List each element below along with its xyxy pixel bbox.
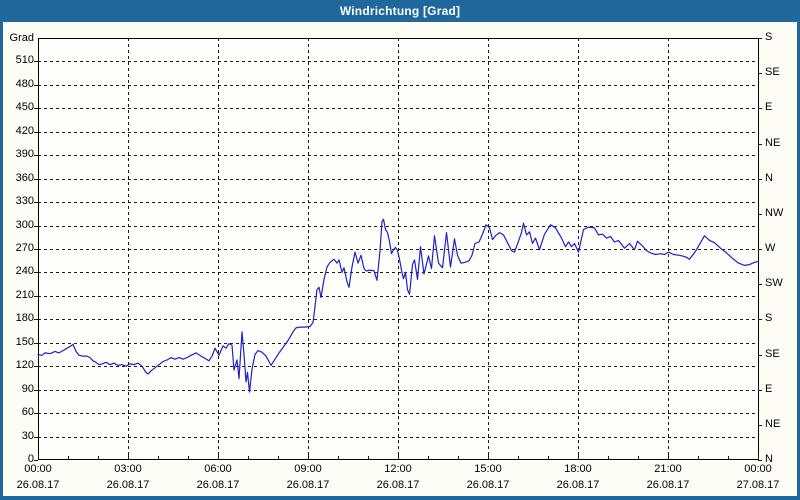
y-left-tick-label: 150 <box>15 335 34 348</box>
y-right-tick-label: E <box>765 382 773 395</box>
y-right-tick-label: NE <box>765 136 781 149</box>
y-left-tick-label: 0 <box>27 453 34 465</box>
y-right-tick-label: SW <box>765 277 783 290</box>
y-left-tick-label: 360 <box>15 171 34 184</box>
y-left-tick-label: 390 <box>15 148 34 161</box>
y-left-tick-label: 450 <box>15 101 34 114</box>
y-left-tick-label: 420 <box>15 124 34 137</box>
x-tick-date: 26.08.17 <box>556 479 600 491</box>
x-tick-time: 18:00 <box>564 463 592 475</box>
y-left-tick-label: 180 <box>15 312 34 325</box>
y-left-tick-label: 60 <box>21 406 34 419</box>
x-tick-date: 26.08.17 <box>466 479 510 491</box>
window-border-left <box>0 22 3 500</box>
y-left-tick-label: 120 <box>15 359 34 372</box>
y-left-tick-label: 330 <box>15 195 34 208</box>
y-right-tick-label: NW <box>765 206 784 219</box>
window-title: Windrichtung [Grad] <box>339 4 461 18</box>
x-tick-time: 15:00 <box>474 463 502 475</box>
y-left-tick-label: 510 <box>15 54 34 67</box>
y-right-tick-label: S <box>765 31 773 43</box>
y-right-tick-label: SE <box>765 347 780 360</box>
x-tick-time: 03:00 <box>114 463 142 475</box>
window-border-right <box>797 22 800 500</box>
x-tick-date: 26.08.17 <box>196 479 240 491</box>
x-tick-time: 00:00 <box>744 463 772 475</box>
x-tick-date: 26.08.17 <box>376 479 420 491</box>
y-left-tick-label: 300 <box>15 218 34 231</box>
title-bar: Windrichtung [Grad] <box>0 0 800 22</box>
x-tick-date: 26.08.17 <box>106 479 150 491</box>
wind-direction-line <box>37 218 759 393</box>
x-tick-time: 21:00 <box>654 463 682 475</box>
x-tick-date: 27.08.17 <box>736 479 780 491</box>
x-tick-date: 26.08.17 <box>646 479 690 491</box>
y-left-tick-label: 480 <box>15 77 34 90</box>
x-tick-date: 26.08.17 <box>286 479 330 491</box>
x-tick-date: 26.08.17 <box>16 479 60 491</box>
y-right-tick-label: S <box>765 312 773 325</box>
y-left-tick-label: 90 <box>21 382 34 395</box>
window-border-bottom <box>0 496 800 500</box>
y-right-tick-label: N <box>765 171 773 184</box>
x-tick-time: 06:00 <box>204 463 232 475</box>
y-right-tick-label: E <box>765 101 773 114</box>
y-right-tick-label: N <box>765 453 773 465</box>
y-right-tick-label: NE <box>765 417 781 430</box>
x-tick-time: 09:00 <box>294 463 322 475</box>
y-left-tick-label: 240 <box>15 265 34 278</box>
y-left-tick-label: 30 <box>21 429 34 442</box>
x-tick-time: 12:00 <box>384 463 412 475</box>
y-left-tick-label: 210 <box>15 288 34 301</box>
y-left-tick-label: 270 <box>15 242 34 254</box>
y-axis-unit-label: Grad <box>9 32 34 44</box>
x-tick-time: 00:00 <box>24 463 52 475</box>
y-right-tick-label: W <box>765 242 776 254</box>
y-right-tick-label: SE <box>765 66 780 79</box>
